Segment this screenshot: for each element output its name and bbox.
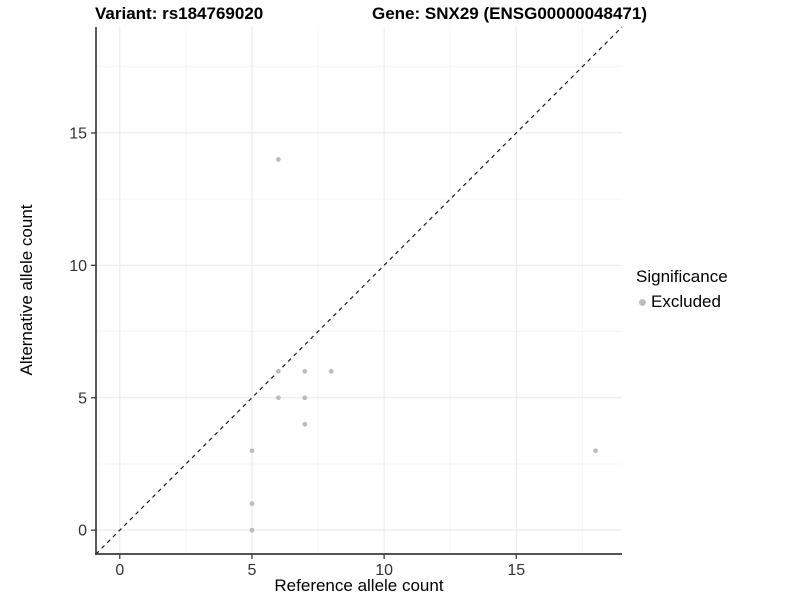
data-point [249, 527, 255, 533]
variant-title: Variant: rs184769020 [95, 4, 264, 23]
data-point [328, 368, 334, 374]
gene-title: Gene: SNX29 (ENSG00000048471) [372, 4, 647, 23]
y-axis-title: Alternative allele count [17, 204, 36, 376]
data-point [302, 421, 308, 427]
legend-item-label: Excluded [651, 292, 721, 311]
y-tick-label: 0 [78, 523, 87, 540]
data-point [593, 448, 598, 454]
data-point [302, 368, 308, 374]
x-axis-title: Reference allele count [274, 576, 444, 595]
legend-item-excluded: Excluded [636, 292, 728, 312]
data-point [275, 395, 281, 401]
y-tick-label: 10 [69, 258, 87, 275]
data-point [275, 157, 281, 162]
y-tick-label: 15 [69, 125, 87, 142]
identity-line [95, 26, 623, 555]
legend-point-icon [639, 298, 646, 306]
legend: Significance Excluded [636, 267, 728, 312]
data-point [275, 368, 281, 374]
legend-title: Significance [636, 267, 728, 286]
data-point [302, 395, 308, 401]
y-tick-label: 5 [78, 390, 87, 407]
data-point [249, 501, 255, 507]
x-tick-label: 5 [247, 562, 256, 579]
x-tick-label: 15 [507, 562, 525, 579]
x-tick-label: 0 [115, 562, 124, 579]
data-point [249, 448, 255, 454]
x-tick-label: 10 [375, 562, 393, 579]
